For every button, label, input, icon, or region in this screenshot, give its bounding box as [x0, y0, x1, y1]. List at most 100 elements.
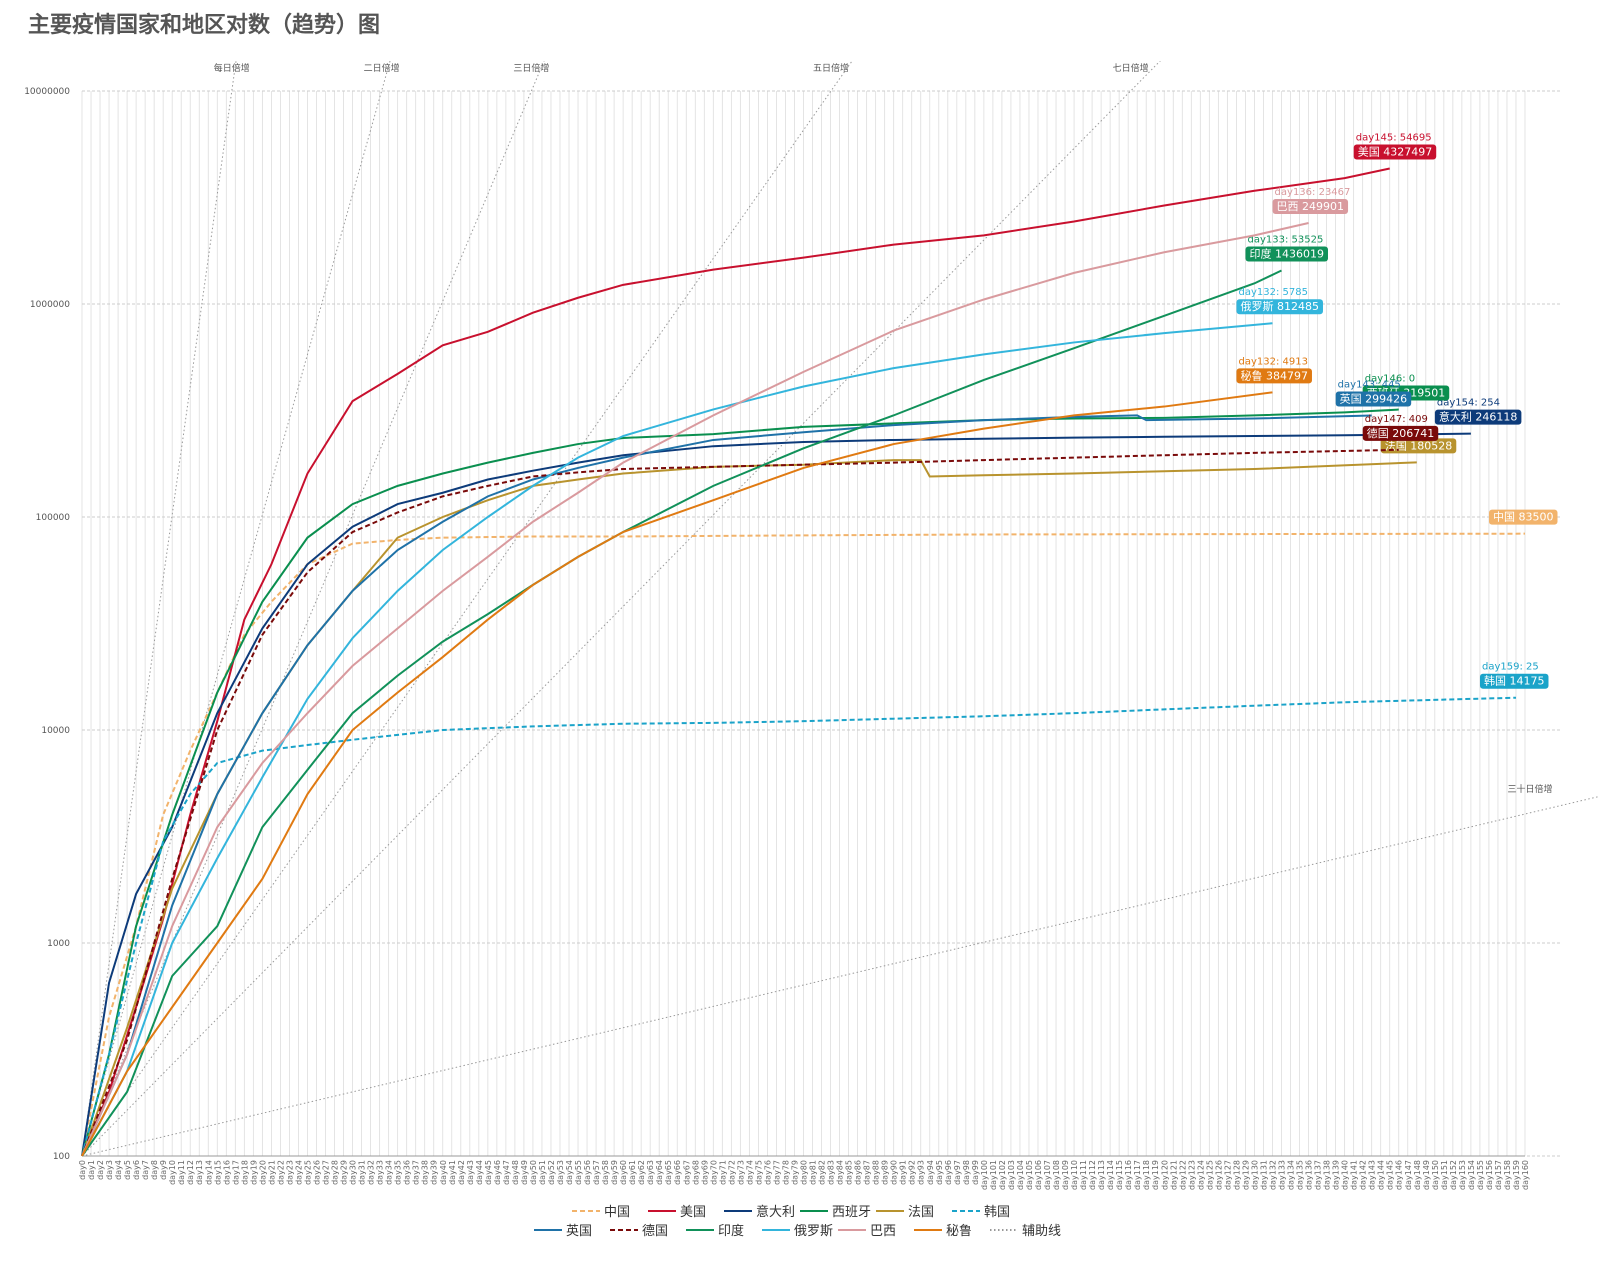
x-tick-label: day98: [962, 1160, 971, 1185]
end-label-box: [1434, 409, 1522, 425]
x-tick-label: day6: [132, 1160, 141, 1180]
x-tick-label: day145: [1386, 1160, 1395, 1190]
x-tick-label: day21: [267, 1160, 276, 1185]
end-note: day145: 54695: [1356, 132, 1432, 143]
legend-label: 秘鲁: [946, 1224, 972, 1239]
x-tick-label: day79: [790, 1160, 799, 1185]
x-tick-label: day40: [439, 1160, 448, 1185]
x-tick-label: day100: [980, 1160, 989, 1190]
x-tick-label: day157: [1494, 1160, 1503, 1190]
end-label-box: [1479, 673, 1549, 689]
x-tick-label: day123: [1187, 1160, 1196, 1190]
end-label-text: 德国 206741: [1367, 426, 1435, 440]
x-tick-label: day59: [610, 1160, 619, 1185]
x-tick-label: day51: [538, 1160, 547, 1185]
end-label-box: [1353, 144, 1437, 160]
x-tick-label: day147: [1404, 1160, 1413, 1190]
series-line: [81, 448, 1399, 1157]
end-note: day159: 25: [1482, 662, 1539, 673]
x-tick-label: day72: [727, 1160, 736, 1185]
x-tick-label: day29: [340, 1160, 349, 1185]
x-tick-label: day30: [349, 1160, 358, 1185]
x-tick-label: day28: [331, 1160, 340, 1185]
x-tick-label: day70: [709, 1160, 718, 1185]
end-label-text: 俄罗斯 812485: [1240, 300, 1319, 313]
x-tick-label: day9: [159, 1160, 168, 1180]
x-tick-label: day131: [1259, 1160, 1268, 1190]
x-tick-label: day42: [457, 1160, 466, 1185]
x-tick-label: day26: [312, 1160, 321, 1185]
x-tick-label: day37: [412, 1160, 421, 1185]
x-tick-label: day158: [1503, 1160, 1512, 1190]
series-line: [81, 222, 1309, 1157]
x-tick-label: day108: [1052, 1160, 1061, 1190]
x-tick-label: day134: [1287, 1160, 1296, 1190]
x-tick-label: day112: [1088, 1160, 1097, 1190]
x-tick-label: day17: [231, 1160, 240, 1185]
end-note: day143: 445: [1338, 380, 1401, 391]
x-tick-label: day95: [935, 1160, 944, 1185]
x-tick-label: day136: [1305, 1160, 1314, 1190]
end-label-text: 意大利 246118: [1439, 410, 1518, 424]
end-label-text: 巴西 249901: [1277, 200, 1345, 213]
end-label: 俄罗斯 812485 day132: 5785: [1236, 287, 1323, 315]
x-tick-label: day68: [691, 1160, 700, 1185]
legend-label: 英国: [566, 1224, 592, 1239]
end-label-box: [1362, 425, 1439, 441]
x-tick-label: day45: [484, 1160, 493, 1185]
x-tick-label: day126: [1214, 1160, 1223, 1190]
x-tick-label: day116: [1124, 1160, 1133, 1190]
x-tick-label: day48: [511, 1160, 520, 1185]
end-label-box: [1489, 509, 1558, 525]
legend-label: 法国: [908, 1205, 934, 1220]
x-tick-label: day115: [1115, 1160, 1124, 1190]
x-tick-label: day93: [917, 1160, 926, 1185]
y-tick-label: 10000000: [24, 87, 70, 97]
series-line: [81, 322, 1273, 1157]
end-label-text: 美国 4327497: [1358, 145, 1433, 158]
y-tick-label: 10000: [41, 726, 70, 736]
x-tick-label: day77: [772, 1160, 781, 1185]
x-tick-label: day76: [763, 1160, 772, 1185]
y-tick-label: 1000: [47, 939, 70, 949]
x-tick-label: day74: [745, 1160, 754, 1185]
x-tick-label: day47: [502, 1160, 511, 1185]
x-tick-label: day64: [655, 1160, 664, 1185]
end-label-text: 英国 299426: [1340, 392, 1408, 406]
x-tick-label: day148: [1413, 1160, 1422, 1190]
helper-label: 每日倍增: [214, 62, 250, 74]
x-tick-label: day56: [583, 1160, 592, 1185]
x-tick-label: day44: [475, 1160, 484, 1185]
x-tick-label: day18: [240, 1160, 249, 1185]
x-tick-label: day16: [222, 1160, 231, 1185]
x-tick-label: day2: [96, 1160, 105, 1180]
x-tick-label: day149: [1422, 1160, 1431, 1190]
x-tick-label: day129: [1241, 1160, 1250, 1190]
x-tick-label: day62: [637, 1160, 646, 1185]
x-tick-label: day23: [285, 1160, 294, 1185]
x-tick-label: day36: [403, 1160, 412, 1185]
series-line: [81, 532, 1526, 1157]
end-label-text: 韩国 14175: [1484, 674, 1545, 688]
x-tick-label: day146: [1395, 1160, 1404, 1190]
x-tick-label: day19: [249, 1160, 258, 1185]
x-tick-label: day60: [619, 1160, 628, 1185]
end-note: day147: 409: [1365, 414, 1428, 425]
x-tick-label: day83: [827, 1160, 836, 1185]
x-tick-label: day80: [800, 1160, 809, 1185]
legend-label: 韩国: [984, 1205, 1010, 1220]
end-label-text: 秘鲁 384797: [1240, 368, 1308, 382]
x-tick-label: day15: [213, 1160, 222, 1185]
x-tick-label: day91: [899, 1160, 908, 1185]
x-tick-label: day132: [1268, 1160, 1277, 1190]
legend-label: 美国: [680, 1205, 706, 1220]
x-tick-label: day121: [1169, 1160, 1178, 1190]
end-note: day132: 5785: [1238, 287, 1307, 298]
x-tick-label: day138: [1323, 1160, 1332, 1190]
x-tick-label: day58: [601, 1160, 610, 1185]
x-tick-label: day152: [1449, 1160, 1458, 1190]
x-tick-label: day55: [574, 1160, 583, 1185]
x-tick-label: day140: [1341, 1160, 1350, 1190]
